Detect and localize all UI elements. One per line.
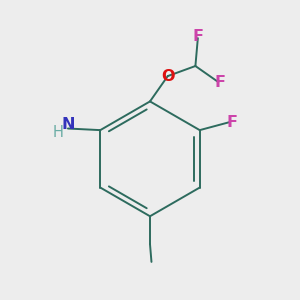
Text: F: F: [192, 29, 203, 44]
Text: O: O: [161, 69, 175, 84]
Text: F: F: [214, 75, 225, 90]
Text: N: N: [61, 118, 75, 133]
Text: F: F: [226, 115, 237, 130]
Text: H: H: [53, 124, 64, 140]
